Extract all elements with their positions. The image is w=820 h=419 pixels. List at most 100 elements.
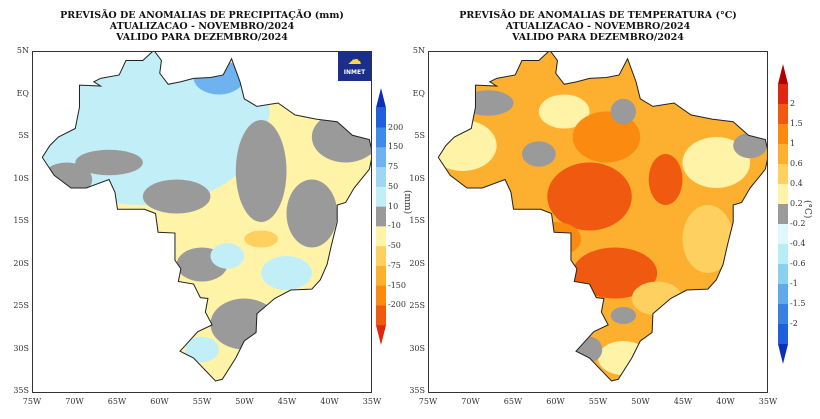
latitude-tick-label: 20S <box>409 258 425 268</box>
longitude-tick-label: 70W <box>65 397 84 406</box>
colorbar-segment <box>778 64 788 84</box>
colorbar-segment <box>376 305 386 326</box>
latitude-tick-label: 25S <box>13 301 29 310</box>
colorbar-label: -1 <box>790 279 798 288</box>
colorbar-segment <box>778 204 788 225</box>
colorbar-label: 50 <box>388 181 399 191</box>
right_map-colorbar <box>778 64 788 364</box>
longitude-tick-label: 45W <box>673 397 693 406</box>
colorbar-label: 2 <box>790 99 796 108</box>
longitude-tick-label: 40W <box>716 397 735 406</box>
colorbar-segment <box>778 184 788 205</box>
left_map-colorbar <box>376 88 386 345</box>
latitude-tick-label: 15S <box>13 216 29 225</box>
colorbar-label: -0.2 <box>790 219 806 228</box>
colorbar-label: -50 <box>388 241 401 251</box>
colorbar-label: -2 <box>790 319 798 328</box>
latitude-tick-label: 5N <box>16 46 29 55</box>
colorbar-segment <box>778 224 788 245</box>
colorbar-segment <box>778 264 788 285</box>
colorbar-segment <box>376 107 386 128</box>
latitude-tick-label: 35S <box>13 386 29 395</box>
left-map-title: PREVISÃO DE ANOMALIAS DE PRECIPITAÇÃO (m… <box>32 10 372 43</box>
colorbar-segment <box>376 265 386 286</box>
colorbar-label: -150 <box>388 280 406 290</box>
longitude-tick-label: 50W <box>235 397 254 406</box>
right-colorbar-units: (°C) <box>802 200 812 219</box>
colorbar-label: 200 <box>388 122 404 132</box>
colorbar-segment <box>376 147 386 168</box>
latitude-tick-label: 35S <box>409 386 425 395</box>
colorbar-label: -75 <box>388 260 401 270</box>
latitude-tick-label: 10S <box>409 173 425 183</box>
title-line: ATUALIZACAO - NOVEMBRO/2024 <box>505 21 691 32</box>
colorbar-label: 0.4 <box>790 179 803 188</box>
colorbar-segment <box>376 88 386 108</box>
longitude-tick-label: 75W <box>418 397 438 406</box>
colorbar-segment <box>376 167 386 188</box>
colorbar-label: -0.4 <box>790 239 806 248</box>
latitude-tick-label: 30S <box>409 343 425 353</box>
colorbar-label: -0.6 <box>790 259 806 268</box>
longitude-tick-label: 55W <box>588 397 608 406</box>
colorbar-segment <box>778 164 788 185</box>
latitude-tick-label: EQ <box>412 88 425 98</box>
colorbar-label: 0.6 <box>790 159 803 168</box>
colorbar-segment <box>778 144 788 165</box>
colorbar-label: 150 <box>388 142 404 152</box>
colorbar-label: 75 <box>388 162 399 172</box>
longitude-tick-label: 60W <box>150 397 169 406</box>
colorbar-segment <box>778 124 788 145</box>
logo-text: INMET <box>343 69 366 76</box>
colorbar-label: -1.5 <box>790 299 806 308</box>
latitude-tick-label: 20S <box>13 258 29 268</box>
temperature-anomaly-field <box>429 52 767 392</box>
title-line: VALIDO PARA DEZEMBRO/2024 <box>512 32 684 43</box>
title-line: PREVISÃO DE ANOMALIAS DE PRECIPITAÇÃO (m… <box>60 10 344 21</box>
longitude-tick-label: 65W <box>107 397 127 406</box>
latitude-tick-label: 30S <box>13 343 29 353</box>
colorbar-segment <box>376 127 386 148</box>
longitude-tick-label: 75W <box>22 397 42 406</box>
colorbar-label: 0.2 <box>790 199 803 208</box>
inmet-logo: ☁ INMET <box>338 51 371 81</box>
longitude-tick-label: 70W <box>461 397 480 406</box>
colorbar-label: 10 <box>388 201 399 211</box>
longitude-tick-label: 60W <box>546 397 565 406</box>
latitude-tick-label: 25S <box>409 301 425 310</box>
title-line: ATUALIZACAO - NOVEMBRO/2024 <box>109 21 295 32</box>
colorbar-segment <box>376 325 386 345</box>
precipitation-map <box>32 51 372 393</box>
latitude-tick-label: 15S <box>409 216 425 225</box>
precipitation-anomaly-field <box>33 52 371 392</box>
longitude-tick-label: 65W <box>503 397 523 406</box>
colorbar-label: -10 <box>388 221 401 231</box>
latitude-tick-label: 10S <box>13 173 29 183</box>
title-line: PREVISÃO DE ANOMALIAS DE TEMPERATURA (°C… <box>459 10 737 21</box>
temperature-map <box>428 51 768 393</box>
left-colorbar-units: (mm) <box>402 190 412 215</box>
colorbar-segment <box>376 246 386 267</box>
colorbar-segment <box>778 324 788 345</box>
colorbar-label: 1 <box>790 139 796 148</box>
latitude-tick-label: EQ <box>16 88 29 98</box>
colorbar-label: 1.5 <box>790 119 803 128</box>
latitude-tick-label: 5S <box>18 131 29 140</box>
colorbar-segment <box>778 244 788 265</box>
right-map-title: PREVISÃO DE ANOMALIAS DE TEMPERATURA (°C… <box>428 10 768 43</box>
colorbar-segment <box>778 284 788 305</box>
colorbar-segment <box>376 186 386 207</box>
latitude-tick-label: 5N <box>412 46 425 55</box>
colorbar-segment <box>376 226 386 247</box>
colorbar-segment <box>376 206 386 227</box>
title-line: VALIDO PARA DEZEMBRO/2024 <box>116 32 288 43</box>
longitude-tick-label: 40W <box>320 397 339 406</box>
colorbar-segment <box>778 344 788 364</box>
longitude-tick-label: 35W <box>362 397 382 406</box>
colorbar-segment <box>778 304 788 325</box>
longitude-tick-label: 45W <box>277 397 297 406</box>
longitude-tick-label: 50W <box>631 397 650 406</box>
colorbar-segment <box>376 285 386 306</box>
latitude-tick-label: 5S <box>414 131 425 140</box>
longitude-tick-label: 55W <box>192 397 212 406</box>
